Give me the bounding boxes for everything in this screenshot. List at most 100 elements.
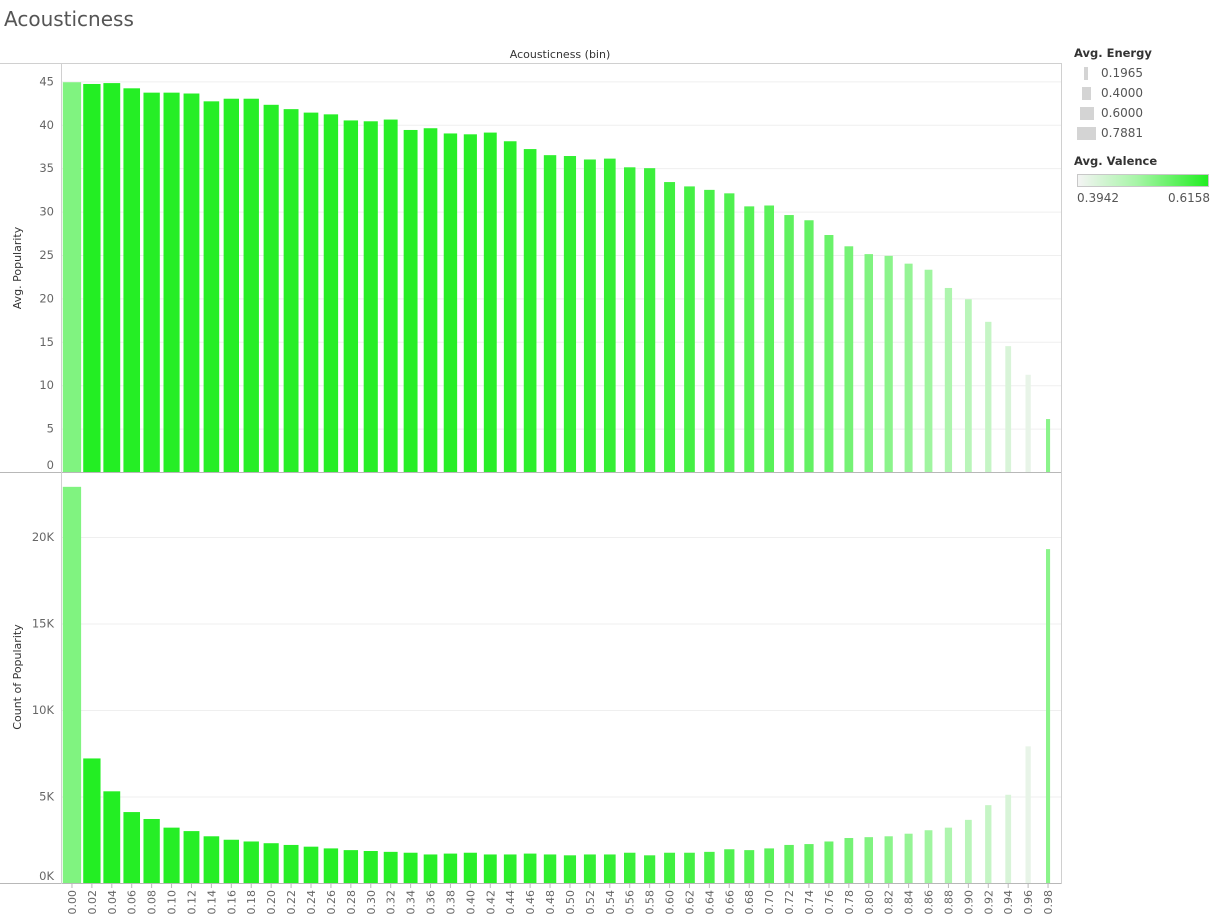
bar[interactable] <box>824 235 834 472</box>
bar[interactable] <box>283 844 299 883</box>
bar[interactable] <box>985 805 992 883</box>
bar[interactable] <box>624 167 636 473</box>
bar[interactable] <box>1005 346 1012 472</box>
bar[interactable] <box>263 843 279 883</box>
bar[interactable] <box>563 156 577 472</box>
bar[interactable] <box>183 93 200 472</box>
bar[interactable] <box>363 851 378 883</box>
bar[interactable] <box>483 854 497 883</box>
bar[interactable] <box>704 851 715 883</box>
bar[interactable] <box>323 114 339 472</box>
bar[interactable] <box>724 849 735 883</box>
bar[interactable] <box>283 109 299 472</box>
bar[interactable] <box>543 854 557 883</box>
bar[interactable] <box>944 827 953 883</box>
bar[interactable] <box>1046 419 1051 472</box>
bar[interactable] <box>603 854 616 883</box>
bar[interactable] <box>163 92 180 473</box>
bar[interactable] <box>443 133 458 472</box>
bar[interactable] <box>323 848 339 883</box>
bar[interactable] <box>1025 374 1031 472</box>
bar[interactable] <box>904 833 913 883</box>
bar[interactable] <box>944 287 953 472</box>
bar[interactable] <box>724 193 735 472</box>
bar[interactable] <box>263 104 279 473</box>
energy-legend-item[interactable]: 0.6000 <box>1072 104 1212 124</box>
bar[interactable] <box>62 82 82 472</box>
bar[interactable] <box>463 852 477 883</box>
bar[interactable] <box>243 841 259 883</box>
bar[interactable] <box>303 846 319 883</box>
bar[interactable] <box>243 98 259 472</box>
bar[interactable] <box>503 141 517 472</box>
bar[interactable] <box>523 149 537 472</box>
bar[interactable] <box>744 206 755 472</box>
bar[interactable] <box>583 854 596 883</box>
bar[interactable] <box>864 254 874 472</box>
bar[interactable] <box>143 92 160 473</box>
bar[interactable] <box>443 853 458 883</box>
bar[interactable] <box>644 168 656 473</box>
bar[interactable] <box>583 159 596 473</box>
energy-legend-item[interactable]: 0.7881 <box>1072 124 1212 144</box>
bar[interactable] <box>904 263 913 472</box>
bar[interactable] <box>403 852 418 883</box>
bar[interactable] <box>83 758 101 883</box>
bar[interactable] <box>764 205 775 473</box>
bar[interactable] <box>343 120 359 473</box>
bar[interactable] <box>563 855 577 883</box>
bar[interactable] <box>143 818 160 883</box>
valence-color-ramp[interactable] <box>1077 174 1209 187</box>
bar[interactable] <box>303 112 319 473</box>
bar[interactable] <box>83 83 101 472</box>
bar[interactable] <box>1025 746 1031 883</box>
bar[interactable] <box>62 486 82 883</box>
energy-legend-item[interactable]: 0.4000 <box>1072 84 1212 104</box>
bar[interactable] <box>203 101 220 472</box>
bar[interactable] <box>183 831 200 883</box>
bar[interactable] <box>123 88 141 472</box>
bar[interactable] <box>1005 794 1012 883</box>
bar[interactable] <box>824 841 834 883</box>
bar[interactable] <box>744 850 755 883</box>
bar[interactable] <box>784 844 794 883</box>
bar[interactable] <box>1046 549 1051 883</box>
bar[interactable] <box>884 836 893 883</box>
bar[interactable] <box>543 155 557 472</box>
bar[interactable] <box>924 830 933 883</box>
bar[interactable] <box>864 837 874 883</box>
bar[interactable] <box>964 819 972 883</box>
bar[interactable] <box>924 269 933 472</box>
bar[interactable] <box>684 852 695 883</box>
bar[interactable] <box>163 827 180 883</box>
bar[interactable] <box>123 812 141 883</box>
bar[interactable] <box>503 854 517 883</box>
bar[interactable] <box>223 98 239 472</box>
bar[interactable] <box>985 321 992 472</box>
bar[interactable] <box>103 83 121 472</box>
bar[interactable] <box>704 189 715 472</box>
bar[interactable] <box>844 246 854 472</box>
bar[interactable] <box>423 128 438 473</box>
bar[interactable] <box>844 838 854 883</box>
bar[interactable] <box>423 854 438 883</box>
bar[interactable] <box>203 836 220 883</box>
bar[interactable] <box>343 850 359 883</box>
bar[interactable] <box>624 852 636 883</box>
energy-legend-item[interactable]: 0.1965 <box>1072 64 1212 84</box>
bar[interactable] <box>644 855 656 883</box>
bar[interactable] <box>784 215 794 473</box>
bar[interactable] <box>603 158 616 472</box>
bar[interactable] <box>403 129 418 472</box>
bar[interactable] <box>964 299 972 472</box>
bar[interactable] <box>463 134 477 472</box>
bar[interactable] <box>804 844 814 883</box>
bar[interactable] <box>684 186 695 472</box>
bar[interactable] <box>383 119 398 472</box>
bar[interactable] <box>223 839 239 883</box>
bar[interactable] <box>884 255 893 472</box>
bar[interactable] <box>804 220 814 472</box>
bar[interactable] <box>483 132 497 472</box>
bar[interactable] <box>664 852 676 883</box>
bar[interactable] <box>383 851 398 883</box>
